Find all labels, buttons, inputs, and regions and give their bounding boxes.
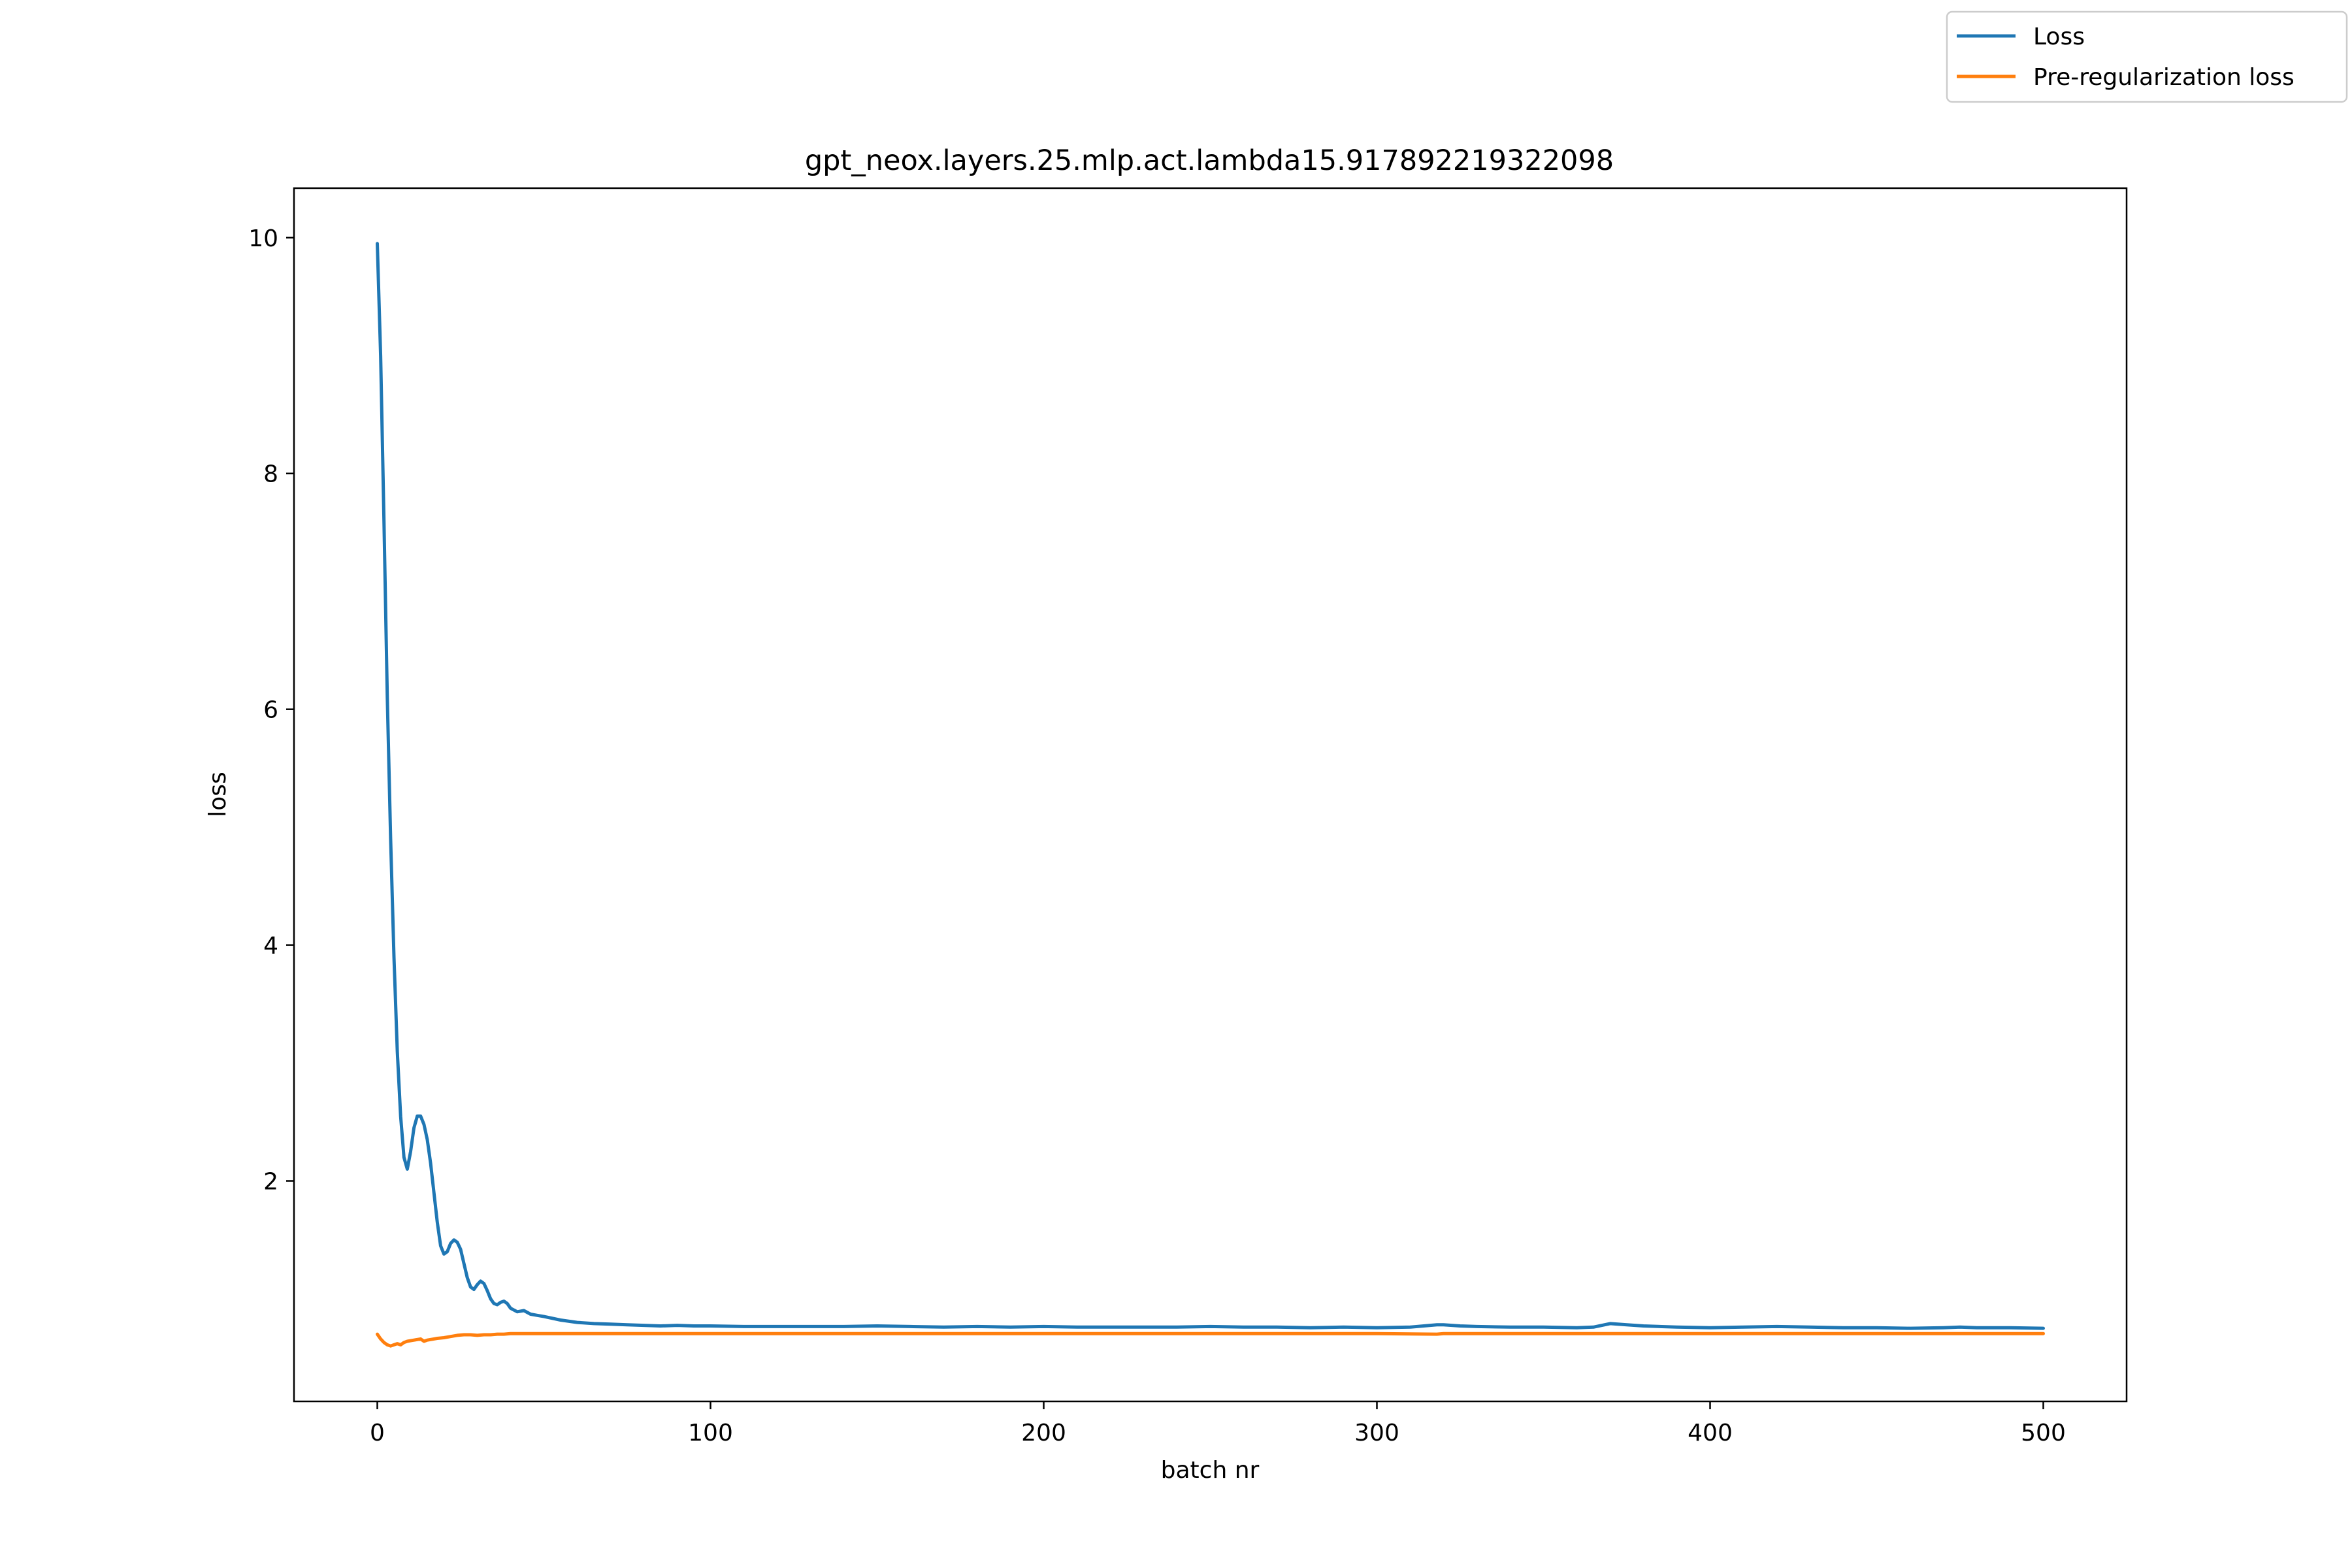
x-tick-label: 400 [1688,1420,1733,1446]
x-tick-label: 200 [1021,1420,1066,1446]
y-tick-label: 6 [263,697,278,724]
y-tick-label: 4 [263,933,278,960]
y-axis-label: loss [204,772,231,817]
series-line-pre-regularization-loss [376,1331,2045,1348]
y-tick-label: 10 [248,225,278,252]
x-tick-label: 300 [1354,1420,1399,1446]
series-group [376,242,2045,1348]
x-tick-label: 100 [688,1420,733,1446]
y-axis-ticks: 2 4 6 8 10 [248,225,294,1196]
x-tick-label: 0 [370,1420,385,1446]
chart-title: gpt_neox.layers.25.mlp.act.lambda15.9178… [805,144,1614,177]
legend: Loss Pre-regularization loss [1946,10,2348,103]
y-tick-label: 8 [263,461,278,488]
x-tick-label: 500 [2021,1420,2066,1446]
plot-area [293,187,2128,1403]
x-axis-ticks: 0 100 200 300 400 500 [370,1401,2066,1446]
y-tick-label: 2 [263,1169,278,1196]
plot-frame [293,187,2128,1403]
series-line-loss [376,242,2045,1330]
legend-label-loss: Loss [2033,24,2085,50]
legend-frame [1946,10,2348,103]
legend-label-pre-regularization-loss: Pre-regularization loss [2033,64,2295,91]
x-axis-label: batch nr [1161,1457,1260,1484]
